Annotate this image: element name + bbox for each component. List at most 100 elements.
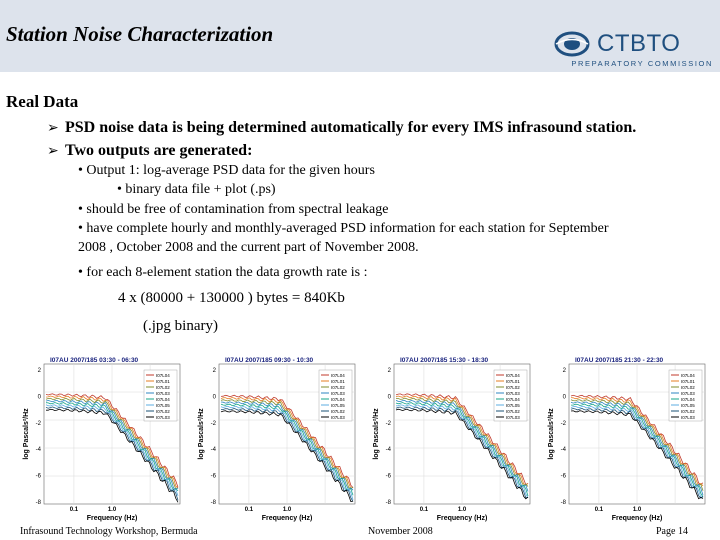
- legend-label: I07L04: [506, 373, 520, 378]
- x-tick-label: 0.1: [70, 507, 79, 513]
- footer-page: Page 14: [656, 526, 688, 537]
- legend-label: I07L05: [156, 403, 170, 408]
- psd-plot-1: I07AU 2007/185 03:30 - 06:30 2 0 -2 -4 -6 -8 0.…: [22, 352, 186, 522]
- sub-bullet-output1: • Output 1: log-average PSD data for the…: [78, 163, 375, 178]
- legend-label: I07L02: [506, 385, 520, 390]
- legend-label: I07L02: [156, 409, 170, 414]
- x-tick-label: 0.1: [420, 507, 429, 513]
- y-tick-label: -4: [211, 447, 217, 453]
- logo-subtitle: PREPARATORY COMMISSION: [571, 59, 713, 68]
- legend-label: I07L04: [681, 397, 695, 402]
- legend-label: I07L02: [156, 385, 170, 390]
- y-tick-label: -8: [561, 500, 567, 506]
- x-tick-label: 1.0: [283, 507, 292, 513]
- psd-curve: [396, 404, 529, 499]
- legend-label: I07L02: [681, 385, 695, 390]
- psd-curve: [395, 406, 529, 499]
- y-tick-label: -6: [386, 474, 392, 480]
- psd-curve: [395, 397, 529, 487]
- legend-box: [668, 369, 703, 422]
- legend-box: [493, 369, 528, 422]
- ctbto-globe-icon: [554, 31, 590, 57]
- y-tick-label: -2: [211, 421, 217, 427]
- x-axis-label: Frequency (Hz): [437, 515, 488, 522]
- psd-plot-svg: I07AU 2007/185 15:30 - 18:30 2 0 -2 -4 -6 -8 0.…: [373, 357, 531, 522]
- psd-plot-svg: I07AU 2007/185 03:30 - 06:30 2 0 -2 -4 -6 -8 0.…: [23, 357, 181, 522]
- legend-label: I07L01: [681, 379, 695, 384]
- legend-label: I07L01: [331, 379, 345, 384]
- legend-label: I07L04: [506, 397, 520, 402]
- x-axis-label: Frequency (Hz): [612, 515, 663, 522]
- sub-bullet-binary: • binary data file + plot (.ps): [117, 182, 276, 197]
- psd-curve: [220, 410, 354, 502]
- legend-label: I07L03: [681, 415, 695, 420]
- y-tick-label: 2: [388, 368, 392, 374]
- psd-curve: [221, 407, 354, 502]
- sub-bullet-growth: • for each 8-element station the data gr…: [78, 265, 368, 280]
- plot-title: I07AU 2007/185 21:30 - 22:30: [575, 357, 664, 364]
- legend-label: I07L04: [331, 397, 345, 402]
- y-tick-label: -4: [386, 447, 392, 453]
- x-axis-label: Frequency (Hz): [262, 515, 313, 522]
- psd-curve: [570, 396, 704, 487]
- bullet-psd: ➢ PSD noise data is being determined auto…: [47, 119, 636, 137]
- y-tick-label: 2: [563, 368, 567, 374]
- x-axis-label: Frequency (Hz): [87, 515, 138, 522]
- legend-label: I07L01: [506, 379, 520, 384]
- y-tick-label: -2: [386, 421, 392, 427]
- y-tick-label: -2: [561, 421, 567, 427]
- legend-label: I07L03: [331, 415, 345, 420]
- y-tick-label: 0: [563, 394, 567, 400]
- psd-curve: [570, 407, 704, 499]
- section-title: Real Data: [6, 92, 79, 111]
- legend-label: I07L02: [331, 385, 345, 390]
- y-tick-label: 0: [38, 394, 42, 400]
- footer-workshop: Infrasound Technology Workshop, Bermuda: [20, 526, 198, 537]
- y-tick-label: 2: [38, 368, 42, 374]
- psd-plot-4: I07AU 2007/185 21:30 - 22:30 2 0 -2 -4 -6 -8 0.…: [547, 352, 711, 522]
- legend-label: I07L05: [331, 403, 345, 408]
- psd-plot-svg: I07AU 2007/185 21:30 - 22:30 2 0 -2 -4 -6 -8 0.…: [548, 357, 706, 522]
- bullet-outputs-text: Two outputs are generated:: [65, 142, 253, 159]
- psd-curve: [571, 403, 704, 498]
- sub-bullet-complete: • have complete hourly and monthly-avera…: [78, 221, 609, 236]
- y-tick-label: -4: [36, 447, 42, 453]
- legend-label: I07L05: [681, 403, 695, 408]
- y-tick-label: -6: [561, 474, 567, 480]
- growth-formula: 4 x (80000 + 130000 ) bytes = 840Kb: [118, 290, 345, 306]
- x-tick-label: 1.0: [458, 507, 467, 513]
- sub-bullet-complete-cont: 2008 , October 2008 and the current part…: [78, 240, 419, 255]
- y-tick-label: -8: [36, 500, 42, 506]
- plot-title: I07AU 2007/185 15:30 - 18:30: [400, 357, 489, 364]
- psd-curve: [45, 395, 179, 489]
- legend-label: I07L05: [506, 403, 520, 408]
- legend-label: I07L04: [156, 397, 170, 402]
- x-tick-label: 0.1: [595, 507, 604, 513]
- x-tick-label: 1.0: [108, 507, 117, 513]
- arrow-bullet-icon: ➢: [47, 143, 59, 159]
- ctbto-logo: CTBTO PREPARATORY COMMISSION: [548, 28, 713, 70]
- x-tick-label: 0.1: [245, 507, 254, 513]
- y-axis-label: log Pascals²/Hz: [548, 408, 555, 460]
- psd-curve: [220, 401, 354, 491]
- y-tick-label: -6: [36, 474, 42, 480]
- legend-label: I07L03: [331, 391, 345, 396]
- growth-formula-units: (.jpg binary): [143, 318, 218, 334]
- psd-curve: [395, 408, 529, 500]
- psd-plot-svg: I07AU 2007/185 09:30 - 10:30 2 0 -2 -4 -6 -8 0.…: [198, 357, 356, 522]
- y-axis-label: log Pascals²/Hz: [373, 408, 380, 460]
- psd-plot-3: I07AU 2007/185 15:30 - 18:30 2 0 -2 -4 -6 -8 0.…: [372, 352, 536, 522]
- y-tick-label: 0: [388, 394, 392, 400]
- psd-curve: [46, 408, 179, 503]
- psd-curve: [45, 402, 179, 492]
- logo-name: CTBTO: [597, 30, 681, 57]
- legend-label: I07L03: [506, 391, 520, 396]
- psd-curve: [570, 394, 704, 485]
- plot-title: I07AU 2007/185 09:30 - 10:30: [225, 357, 314, 364]
- y-tick-label: 0: [213, 394, 217, 400]
- psd-plot-2: I07AU 2007/185 09:30 - 10:30 2 0 -2 -4 -6 -8 0.…: [197, 352, 361, 522]
- y-tick-label: -2: [36, 421, 42, 427]
- legend-label: I07L02: [331, 409, 345, 414]
- legend-label: I07L04: [156, 373, 170, 378]
- legend-label: I07L03: [506, 415, 520, 420]
